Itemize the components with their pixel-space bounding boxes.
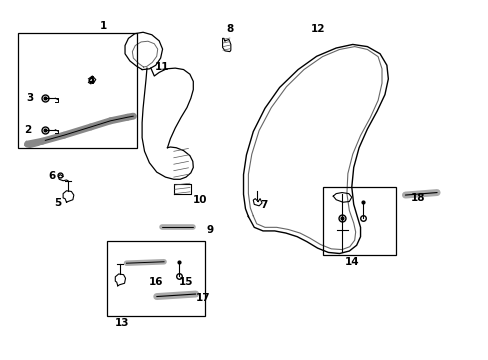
Text: 1: 1 <box>99 21 106 31</box>
Text: 6: 6 <box>48 171 56 181</box>
Text: 18: 18 <box>409 193 424 203</box>
Text: 14: 14 <box>344 257 358 267</box>
Text: 16: 16 <box>148 277 163 287</box>
Text: 12: 12 <box>310 24 324 35</box>
Text: 9: 9 <box>206 225 213 235</box>
Text: 4: 4 <box>87 76 94 86</box>
Text: 8: 8 <box>226 24 233 35</box>
Text: 10: 10 <box>192 195 206 205</box>
Bar <box>18 33 137 148</box>
Bar <box>322 187 395 255</box>
Text: 2: 2 <box>24 125 31 135</box>
Text: 7: 7 <box>260 200 267 210</box>
Text: 13: 13 <box>114 319 129 328</box>
Text: 11: 11 <box>154 62 168 72</box>
Text: 3: 3 <box>26 93 34 103</box>
Bar <box>107 241 205 316</box>
Text: 17: 17 <box>195 293 210 303</box>
Text: 5: 5 <box>55 198 61 208</box>
Text: 15: 15 <box>179 277 193 287</box>
